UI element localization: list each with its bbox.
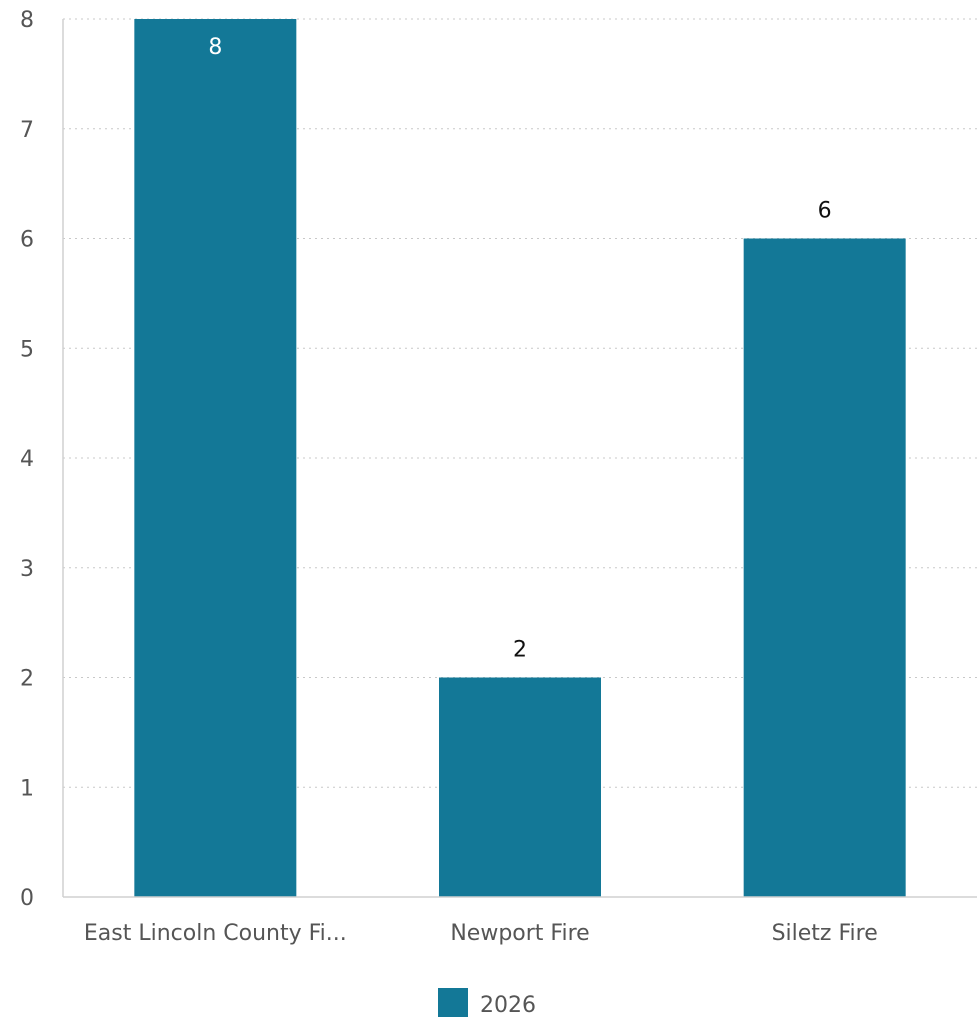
x-axis-labels: East Lincoln County Fi... Newport Fire Sil… <box>84 921 878 946</box>
x-category-label-1: Newport Fire <box>450 921 589 946</box>
y-tick-label-0: 0 <box>20 886 34 911</box>
y-tick-label-7: 7 <box>20 118 34 143</box>
legend-label-2026: 2026 <box>480 993 536 1017</box>
y-tick-label-4: 4 <box>20 447 34 472</box>
legend-swatch-2026 <box>438 988 468 1018</box>
data-label-1: 2 <box>513 638 527 663</box>
axes <box>62 19 977 898</box>
y-axis-ticks: 0 1 2 3 4 5 6 7 8 <box>20 8 34 911</box>
y-tick-label-6: 6 <box>20 228 34 253</box>
bar-0[interactable] <box>134 19 297 897</box>
x-category-label-2: Siletz Fire <box>772 921 878 946</box>
y-tick-label-5: 5 <box>20 337 34 362</box>
data-labels: 8 2 6 <box>208 35 831 663</box>
data-label-2: 6 <box>818 199 832 224</box>
y-tick-label-2: 2 <box>20 667 34 692</box>
x-category-label-0: East Lincoln County Fi... <box>84 921 347 946</box>
legend[interactable]: 2026 <box>438 988 536 1018</box>
y-tick-label-8: 8 <box>20 8 34 33</box>
bar-2[interactable] <box>743 238 906 898</box>
y-tick-label-1: 1 <box>20 776 34 801</box>
bar-1[interactable] <box>439 677 601 898</box>
data-label-0: 8 <box>208 35 222 60</box>
bars <box>134 19 906 898</box>
y-tick-label-3: 3 <box>20 557 34 582</box>
